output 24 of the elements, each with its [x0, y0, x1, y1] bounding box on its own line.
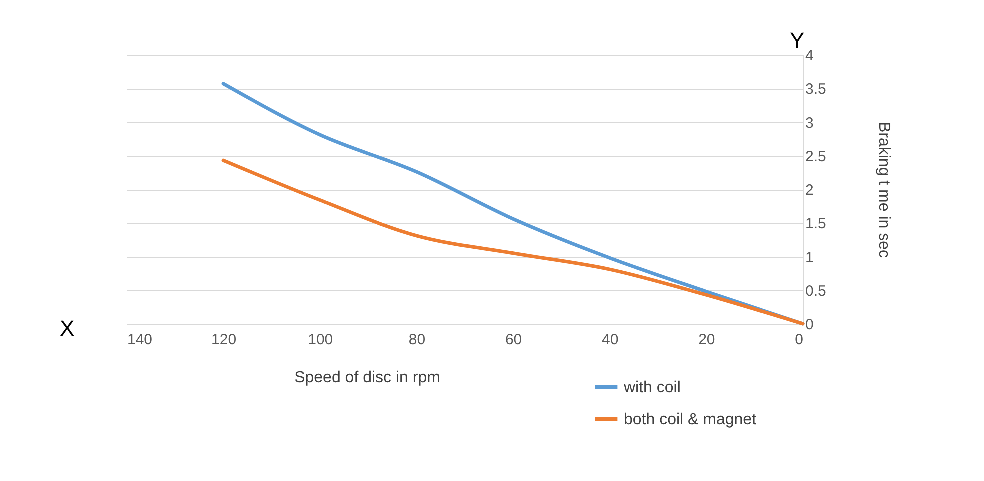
x-tick-label: 0: [795, 332, 804, 348]
x-tick-label: 100: [308, 332, 334, 348]
x-tick-label: 140: [128, 332, 153, 348]
x-tick-label: 120: [212, 332, 237, 348]
legend-label: both coil & magnet: [624, 412, 758, 428]
text: X: [60, 316, 75, 342]
x-tick-label: 40: [602, 332, 619, 348]
y-tick-label: 4: [806, 48, 814, 64]
y-axis-title: Braking t me in sec: [875, 122, 892, 258]
y-tick-label: 0.5: [806, 282, 826, 300]
legend-label: with coil: [623, 380, 681, 396]
y-tick-label: 1.5: [806, 216, 826, 233]
text: Y: [790, 28, 805, 54]
x-tick-label: 60: [505, 332, 522, 348]
y-tick-label: 3.5: [806, 81, 826, 98]
y-tick-label: 3: [806, 114, 814, 132]
y-tick-label: 0: [806, 316, 814, 334]
x-tick-label: 80: [408, 332, 426, 348]
x-axis-title: Speed of disc in rpm: [294, 370, 440, 386]
x-tick-label: 20: [698, 332, 716, 348]
line-series: [222, 158, 805, 326]
y-tick-label: 2: [806, 182, 814, 199]
y-tick-label: 2.5: [806, 148, 826, 166]
y-tick-label: 1: [806, 249, 814, 266]
